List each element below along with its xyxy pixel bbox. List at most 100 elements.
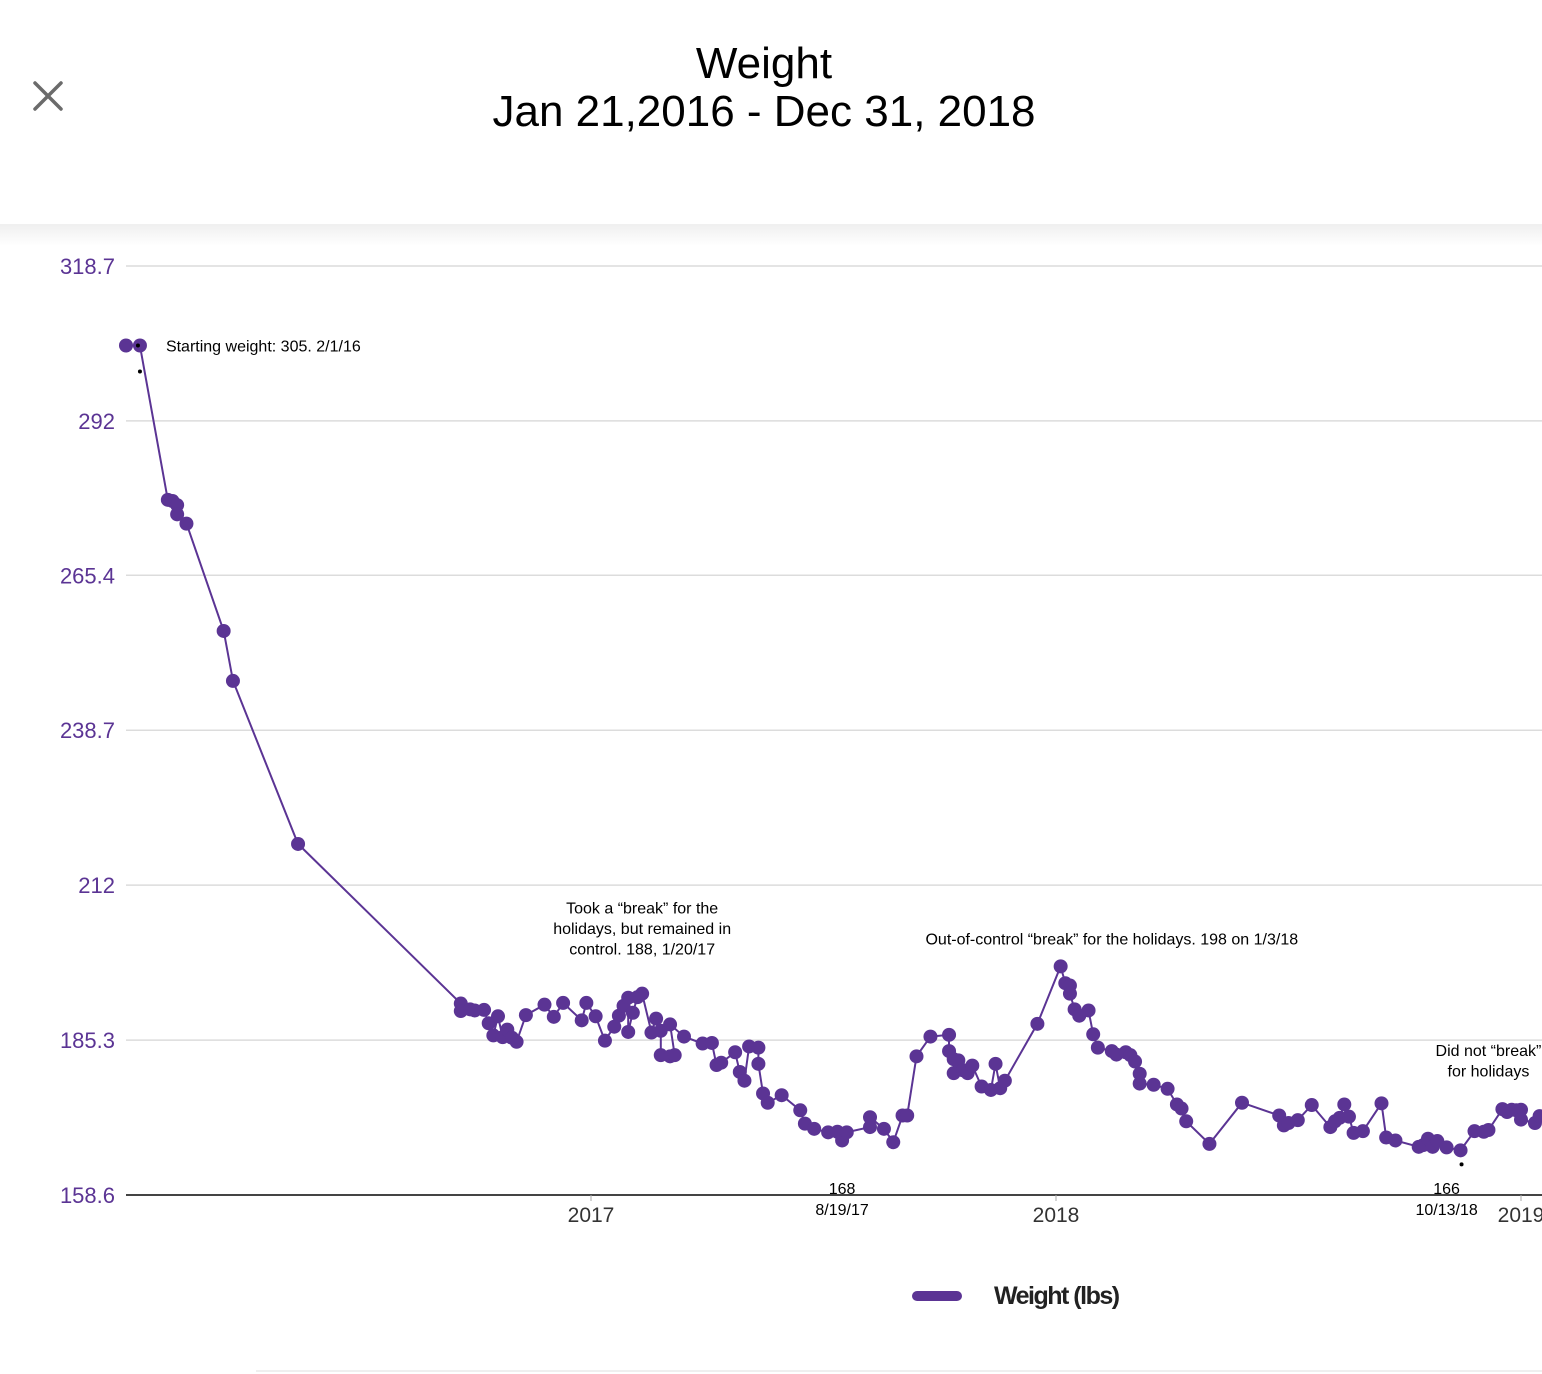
data-point — [909, 1049, 924, 1064]
data-point — [1453, 1143, 1468, 1158]
data-point — [1514, 1102, 1528, 1117]
x-tick-label: 2017 — [568, 1204, 615, 1227]
data-point — [1532, 1109, 1542, 1124]
data-point — [225, 673, 240, 688]
data-point — [509, 1034, 524, 1049]
data-point — [579, 995, 594, 1010]
page-title: Weight — [695, 39, 833, 88]
annotation-text: control. 188, 1/20/17 — [569, 942, 715, 959]
data-point — [751, 1056, 766, 1071]
annotation-marker — [1459, 1162, 1464, 1167]
data-point — [607, 1019, 622, 1034]
legend-swatch — [912, 1291, 962, 1301]
data-point — [1514, 1112, 1528, 1127]
data-point — [518, 1008, 533, 1023]
data-point — [942, 1027, 957, 1042]
y-tick-label: 265.4 — [60, 563, 115, 588]
data-point — [621, 1024, 636, 1039]
data-point — [1481, 1123, 1496, 1138]
data-point — [737, 1073, 752, 1088]
data-point — [876, 1121, 891, 1136]
data-point — [574, 1013, 589, 1028]
data-point — [1081, 1003, 1096, 1018]
weight-chart: 318.7 292 265.4 238.7 212 185.3 158.6 2017 2018… — [60, 254, 1542, 1227]
data-point — [625, 1005, 640, 1020]
data-point — [677, 1029, 691, 1044]
annotation-marker — [137, 369, 142, 374]
legend-label: Weight (lbs) — [994, 1281, 1120, 1310]
annotation-text: Took a “break” for the — [566, 901, 718, 918]
data-point — [1160, 1081, 1175, 1096]
data-point — [1146, 1077, 1161, 1092]
annotation-holiday2017: Took a “break” for the holidays, but rema… — [553, 901, 731, 959]
data-point — [1053, 959, 1068, 974]
data-point — [774, 1088, 789, 1103]
data-point — [1290, 1113, 1305, 1128]
data-point — [863, 1120, 877, 1135]
annotation-holiday2018: Out-of-control “break” for the holidays.… — [925, 931, 1298, 948]
data-point — [1355, 1124, 1370, 1139]
data-point — [1086, 1027, 1101, 1042]
annotation-text: Starting weight: 305. 2/1/16 — [166, 338, 361, 355]
annotation-text: 8/19/17 — [815, 1202, 868, 1219]
data-point — [704, 1035, 719, 1050]
annotation-text: 10/13/18 — [1415, 1202, 1477, 1219]
annotation-text: 168 — [829, 1181, 856, 1198]
x-axis: 2017 2018 2019 — [126, 1194, 1542, 1227]
annotations: Starting weight: 305. 2/1/16 Took a “brea… — [135, 338, 1542, 1219]
data-point — [1132, 1076, 1147, 1091]
data-point — [119, 338, 133, 353]
data-point — [1090, 1040, 1105, 1055]
data-points — [119, 338, 1542, 1158]
annotation-text: 166 — [1433, 1181, 1460, 1198]
y-axis: 318.7 292 265.4 238.7 212 185.3 158.6 — [60, 254, 115, 1208]
y-tick-label: 158.6 — [60, 1183, 115, 1208]
header-divider — [0, 224, 1542, 246]
data-point — [588, 1009, 603, 1024]
data-point — [793, 1103, 808, 1118]
data-point — [1128, 1054, 1143, 1069]
data-point — [491, 1009, 505, 1024]
data-point — [179, 516, 194, 531]
close-button[interactable] — [28, 76, 68, 116]
y-tick-label: 212 — [78, 873, 115, 898]
date-range: Jan 21,2016 - Dec 31, 2018 — [492, 87, 1036, 136]
y-tick-label: 292 — [78, 409, 115, 434]
data-point — [1304, 1098, 1319, 1113]
data-point — [546, 1009, 561, 1024]
annotation-marker — [135, 343, 140, 348]
data-point — [886, 1135, 901, 1150]
data-point — [1337, 1097, 1352, 1112]
data-point — [663, 1017, 678, 1032]
data-point — [597, 1033, 612, 1048]
data-point — [1132, 1066, 1147, 1081]
legend[interactable]: Weight (lbs) — [912, 1278, 1120, 1314]
series-line-weight — [126, 344, 1541, 1152]
annotation-text: Out-of-control “break” for the holidays.… — [925, 931, 1298, 948]
annotation-text: Did not “break” — [1436, 1043, 1542, 1060]
annotation-low2017: 168 8/19/17 — [815, 1181, 868, 1219]
data-point — [537, 997, 552, 1012]
data-point — [760, 1095, 775, 1110]
annotation-text: holidays, but remained in — [553, 921, 731, 938]
annotation-text: for holidays — [1448, 1063, 1530, 1080]
y-tick-label: 185.3 — [60, 1028, 115, 1053]
data-point — [291, 836, 306, 851]
data-point — [1062, 986, 1077, 1001]
data-point — [635, 986, 650, 1001]
data-point — [1439, 1140, 1454, 1155]
data-point — [965, 1058, 980, 1073]
data-point — [988, 1056, 1003, 1071]
data-point — [1202, 1136, 1217, 1151]
data-point — [1388, 1133, 1403, 1148]
divider — [256, 1370, 1542, 1372]
y-tick-label: 318.7 — [60, 254, 115, 279]
data-point — [170, 507, 185, 522]
data-point — [714, 1055, 729, 1070]
annotation-low2018: 166 10/13/18 — [1415, 1181, 1477, 1219]
data-point — [751, 1040, 766, 1055]
data-point — [216, 623, 231, 638]
data-point — [1374, 1096, 1389, 1111]
data-point — [839, 1125, 854, 1140]
data-point — [900, 1108, 915, 1123]
